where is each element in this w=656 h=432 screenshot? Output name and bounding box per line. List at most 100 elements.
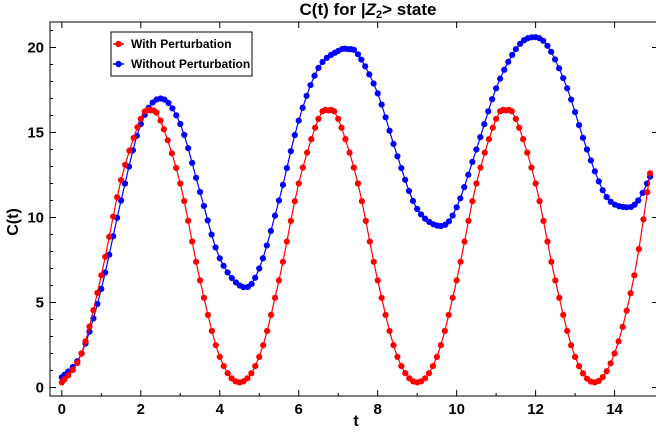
data-point (177, 180, 184, 187)
data-point (536, 198, 543, 205)
data-point (98, 285, 105, 292)
data-point (283, 238, 290, 245)
data-point (524, 149, 531, 156)
data-point (425, 370, 433, 377)
data-point (362, 63, 369, 70)
data-point (216, 255, 223, 262)
data-point (315, 115, 322, 122)
data-point (252, 362, 259, 370)
data-point (106, 233, 113, 240)
chart-title: C(t) for |Z2> state (300, 0, 437, 21)
data-point (126, 147, 133, 154)
data-point (591, 168, 598, 175)
data-point (338, 124, 345, 131)
data-point (564, 85, 571, 92)
data-point (291, 198, 298, 205)
data-point (291, 131, 298, 139)
data-point (631, 272, 638, 279)
data-point (98, 272, 105, 279)
data-point (409, 197, 417, 205)
data-point (544, 42, 551, 49)
data-point (134, 124, 141, 131)
data-point (82, 338, 89, 345)
data-point (164, 137, 171, 144)
data-point (469, 198, 476, 205)
data-point (224, 269, 231, 276)
data-point (433, 353, 441, 360)
x-tick-label: 4 (216, 401, 225, 418)
data-point (275, 277, 283, 284)
data-point (304, 149, 311, 156)
data-point (398, 362, 405, 370)
data-point (493, 115, 500, 122)
data-point (603, 194, 610, 201)
data-point (374, 90, 381, 97)
data-point (259, 255, 267, 262)
data-point (65, 372, 72, 379)
data-point (192, 174, 200, 181)
legend-marker-without (115, 60, 122, 68)
legend-label-with: With Perturbation (131, 37, 232, 51)
data-point (248, 370, 255, 377)
data-point (579, 370, 587, 377)
legend-marker-with (115, 40, 122, 48)
data-point (497, 75, 504, 82)
data-point (189, 238, 196, 245)
data-point (394, 153, 401, 160)
data-point (224, 370, 231, 377)
data-point (90, 307, 97, 314)
series-layer (58, 34, 654, 386)
data-point (366, 71, 373, 78)
data-point (295, 117, 302, 124)
data-point (595, 377, 602, 384)
data-point (303, 92, 310, 99)
data-point (548, 258, 555, 265)
data-point (94, 300, 101, 308)
x-axis-label: t (353, 413, 359, 430)
data-point (220, 262, 227, 269)
data-point (331, 108, 338, 115)
series-0 (58, 106, 654, 386)
data-point (512, 115, 519, 122)
data-point (485, 136, 493, 143)
data-point (414, 205, 421, 213)
data-point (501, 66, 508, 73)
y-tick-label: 0 (36, 380, 44, 397)
data-point (279, 258, 287, 265)
data-point (540, 37, 547, 44)
data-point (390, 342, 397, 349)
data-point (204, 311, 212, 319)
data-point (402, 176, 409, 183)
data-point (256, 353, 263, 360)
data-point (165, 99, 172, 107)
data-point (647, 170, 654, 177)
data-point (473, 146, 480, 153)
data-point (640, 216, 647, 223)
data-point (512, 46, 519, 53)
data-point (283, 164, 290, 172)
axis-ticks: 0 2 4 6 8 10 12 14 0 5 10 15 20 (27, 22, 656, 418)
data-point (220, 362, 227, 370)
data-point (271, 212, 279, 219)
data-point (568, 96, 575, 103)
data-point (121, 180, 129, 187)
data-point (307, 82, 314, 89)
data-point (493, 85, 500, 92)
data-point (308, 136, 315, 143)
data-point (519, 136, 527, 143)
x-tick-label: 12 (527, 401, 544, 418)
data-point (196, 188, 204, 196)
data-point (481, 121, 488, 128)
data-point (421, 375, 429, 382)
data-point (449, 212, 456, 219)
legend: With Perturbation Without Perturbation (110, 31, 253, 77)
legend-label-without: Without Perturbation (131, 57, 250, 71)
data-point (208, 327, 215, 335)
data-point (544, 238, 551, 245)
data-point (473, 180, 480, 187)
data-point (200, 202, 208, 210)
data-point (607, 360, 614, 367)
data-point (453, 277, 460, 284)
data-point (532, 180, 539, 187)
